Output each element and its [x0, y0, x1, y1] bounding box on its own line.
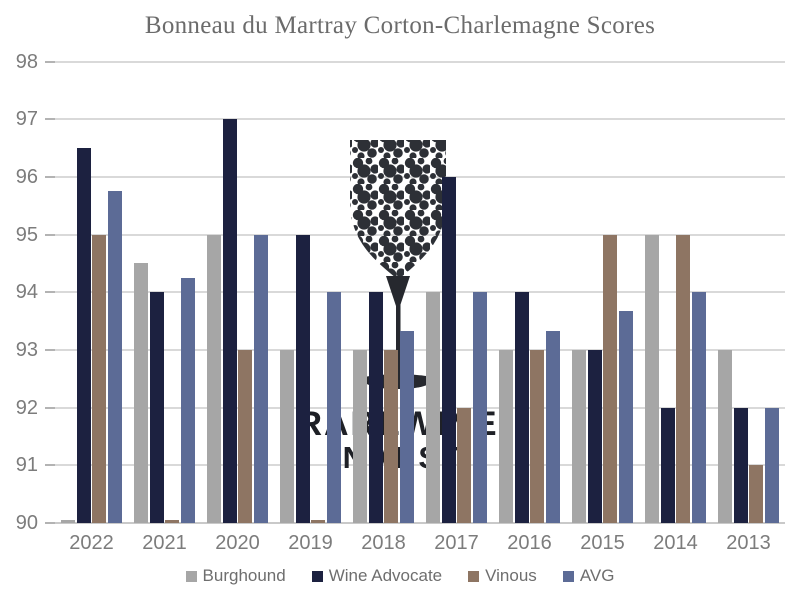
bar-wine-advocate-2020 [222, 119, 237, 523]
y-tick-93 [45, 348, 55, 351]
bar-burghound-2018 [353, 349, 368, 523]
y-axis-label: 96 [15, 165, 38, 188]
bar-vinous-2018 [384, 349, 399, 523]
bar-vinous-2016 [530, 349, 545, 523]
x-axis-label-2021: 2021 [142, 532, 187, 554]
bar-vinous-2014 [676, 234, 691, 523]
wine-glass-funnel [386, 276, 410, 306]
bar-avg-2017 [472, 292, 487, 523]
legend-item-burghound: Burghound [185, 566, 286, 586]
x-axis-label-2017: 2017 [434, 532, 479, 554]
legend: Burghound Wine Advocate Vinous AVG [0, 562, 800, 590]
y-tick-97 [45, 118, 55, 121]
bar-vinous-2017 [457, 407, 472, 523]
x-axis-label-2013: 2013 [726, 532, 771, 554]
gridline-91 [55, 464, 785, 467]
x-axis-label-2015: 2015 [580, 532, 625, 554]
bar-avg-2021 [180, 277, 195, 523]
y-axis-label: 94 [15, 281, 38, 304]
bar-avg-2022 [107, 191, 122, 523]
bar-vinous-2019 [311, 520, 326, 523]
wine-glass-bowl [350, 140, 446, 278]
bar-avg-2019 [326, 292, 341, 523]
y-axis-label: 95 [15, 223, 38, 246]
x-axis-label-2018: 2018 [361, 532, 406, 554]
legend-swatch-icon [185, 570, 197, 582]
y-axis-label: 91 [15, 454, 38, 477]
legend-label: Vinous [485, 566, 537, 585]
bar-wine-advocate-2017 [441, 176, 456, 523]
y-axis-label: 90 [15, 512, 38, 534]
y-axis-label: 97 [15, 108, 38, 131]
bar-avg-2015 [618, 311, 633, 523]
x-axis-label-2020: 2020 [215, 532, 260, 554]
bar-wine-advocate-2014 [660, 407, 675, 523]
y-axis-label: 92 [15, 396, 38, 419]
bar-burghound-2021 [134, 263, 149, 523]
bar-wine-advocate-2021 [149, 292, 164, 523]
bar-wine-advocate-2015 [587, 349, 602, 523]
bar-burghound-2015 [572, 349, 587, 523]
legend-item-avg: AVG [562, 566, 615, 586]
bar-vinous-2021 [165, 520, 180, 523]
bar-burghound-2014 [645, 234, 660, 523]
legend-swatch-icon [562, 570, 574, 582]
x-axis-label-2019: 2019 [288, 532, 333, 554]
x-axis-label-2014: 2014 [653, 532, 698, 554]
bar-vinous-2013 [749, 465, 764, 523]
legend-item-wine-advocate: Wine Advocate [311, 566, 443, 586]
bar-avg-2013 [764, 407, 779, 523]
bar-vinous-2020 [238, 349, 253, 523]
bar-wine-advocate-2018 [368, 292, 383, 523]
y-tick-92 [45, 406, 55, 409]
bar-burghound-2019 [280, 349, 295, 523]
bar-wine-advocate-2016 [514, 292, 529, 523]
gridline-97 [55, 118, 785, 121]
y-tick-96 [45, 175, 55, 178]
gridline-98 [55, 60, 785, 63]
gridline-93 [55, 348, 785, 351]
gridline-92 [55, 406, 785, 409]
bar-wine-advocate-2019 [295, 234, 310, 523]
legend-label: Burghound [202, 566, 286, 585]
bar-vinous-2015 [603, 234, 618, 523]
legend-swatch-icon [468, 570, 480, 582]
bar-burghound-2017 [426, 292, 441, 523]
wine-glass-stem [396, 302, 401, 376]
y-axis-label: 93 [15, 338, 38, 361]
bar-avg-2016 [545, 330, 560, 523]
legend-item-vinous: Vinous [468, 566, 537, 586]
bar-burghound-2020 [207, 234, 222, 523]
bar-avg-2018 [399, 330, 414, 523]
legend-label: AVG [579, 566, 615, 585]
bar-vinous-2022 [92, 234, 107, 523]
y-axis-label: 98 [15, 50, 38, 73]
x-axis-line [55, 522, 785, 524]
y-tick-98 [45, 60, 55, 63]
bar-burghound-2013 [718, 349, 733, 523]
bar-wine-advocate-2013 [733, 407, 748, 523]
x-axis-label-2016: 2016 [507, 532, 552, 554]
gridline-94 [55, 291, 785, 294]
y-tick-95 [45, 233, 55, 236]
y-tick-91 [45, 464, 55, 467]
bar-burghound-2016 [499, 349, 514, 523]
x-axis-label-2022: 2022 [69, 532, 114, 554]
bar-avg-2014 [691, 292, 706, 523]
chart-title: Bonneau du Martray Corton-Charlemagne Sc… [144, 12, 656, 39]
legend-label: Wine Advocate [328, 566, 443, 585]
bar-avg-2020 [253, 234, 268, 523]
bar-burghound-2022 [61, 520, 76, 523]
bar-wine-advocate-2022 [76, 148, 91, 523]
legend-swatch-icon [311, 570, 323, 582]
y-tick-90 [45, 522, 55, 524]
y-tick-94 [45, 291, 55, 294]
